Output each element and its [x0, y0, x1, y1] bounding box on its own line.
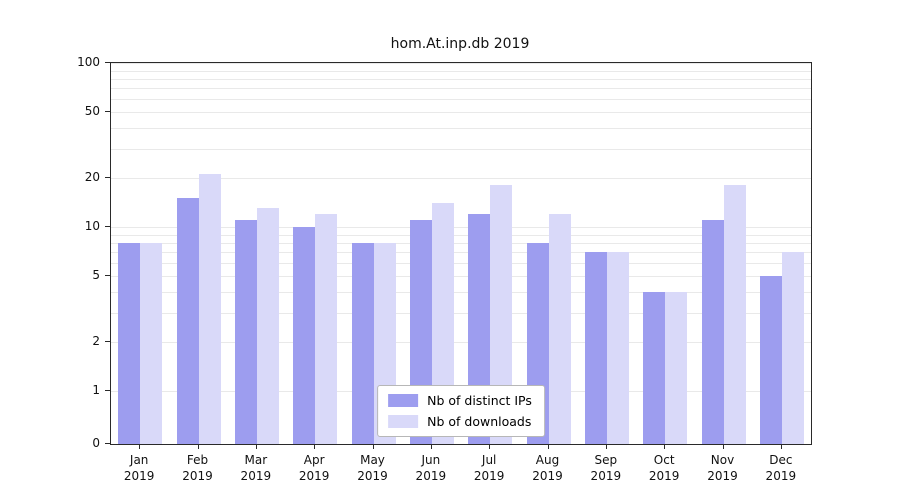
bar-distinct-ips — [118, 242, 141, 444]
y-tick-label: 5 — [92, 268, 100, 283]
gridline — [111, 276, 811, 278]
x-tick-mark — [255, 444, 257, 449]
bar-distinct-ips — [584, 252, 607, 444]
y-tick-mark — [105, 226, 110, 227]
bar-distinct-ips — [643, 292, 666, 444]
legend-swatch-downloads — [388, 415, 419, 428]
plot-area: Nb of distinct IPs Nb of downloads — [110, 62, 812, 445]
x-tick-label: Aug 2019 — [532, 453, 563, 483]
x-tick-label: May 2019 — [357, 453, 388, 483]
bar-downloads — [723, 185, 746, 444]
x-tick-label: Jun 2019 — [415, 453, 447, 483]
gridline — [111, 292, 811, 294]
gridline — [111, 78, 811, 80]
bar-downloads — [548, 214, 571, 444]
x-tick-label: Sep 2019 — [590, 453, 622, 483]
legend-label-downloads: Nb of downloads — [427, 414, 532, 429]
bar-downloads — [431, 203, 454, 444]
bar-downloads — [198, 174, 221, 444]
x-tick-mark — [197, 444, 199, 449]
gridline — [111, 88, 811, 90]
x-tick-mark — [664, 444, 666, 449]
gridline — [111, 63, 811, 64]
bar-distinct-ips — [759, 276, 782, 444]
gridline — [111, 252, 811, 254]
bar-downloads — [315, 214, 338, 444]
y-tick-mark — [105, 111, 110, 113]
legend-swatch-distinct-ips — [388, 394, 419, 407]
x-tick-label: Feb 2019 — [182, 453, 213, 483]
gridline — [111, 99, 811, 101]
bar-downloads — [606, 252, 629, 444]
legend: Nb of distinct IPs Nb of downloads — [377, 385, 545, 437]
x-tick-mark — [722, 444, 724, 449]
bar-downloads — [256, 208, 279, 444]
y-tick-mark — [105, 390, 110, 391]
y-tick-mark — [105, 443, 110, 444]
y-tick-mark — [105, 340, 110, 342]
x-tick-label: Nov 2019 — [707, 453, 738, 483]
y-tick-label: 10 — [84, 219, 100, 233]
bar-distinct-ips — [234, 220, 257, 444]
gridline — [111, 227, 811, 228]
gridline — [111, 112, 811, 114]
y-tick-label: 2 — [92, 333, 100, 348]
bar-distinct-ips — [176, 198, 199, 444]
bar-downloads — [665, 292, 688, 444]
legend-item-downloads: Nb of downloads — [388, 414, 532, 429]
gridline — [111, 148, 811, 150]
gridline — [111, 128, 811, 130]
bar-distinct-ips — [701, 220, 724, 444]
x-tick-label: Oct 2019 — [648, 453, 680, 483]
y-tick-label: 100 — [77, 55, 100, 69]
x-tick-mark — [430, 444, 432, 449]
bar-distinct-ips — [351, 242, 374, 444]
x-tick-mark — [139, 444, 141, 449]
gridline — [111, 177, 811, 179]
x-tick-mark — [605, 444, 607, 449]
gridline — [111, 341, 811, 343]
chart-title: hom.At.inp.db 2019 — [390, 36, 530, 52]
gridline — [111, 312, 811, 314]
x-tick-mark — [372, 444, 374, 449]
gridline — [111, 234, 811, 236]
y-tick-mark — [105, 176, 110, 178]
x-tick-mark — [547, 444, 549, 449]
x-tick-mark — [314, 444, 316, 449]
legend-label-distinct-ips: Nb of distinct IPs — [427, 393, 532, 408]
bar-distinct-ips — [293, 227, 316, 444]
legend-item-distinct-ips: Nb of distinct IPs — [388, 393, 532, 408]
y-tick-mark — [105, 275, 110, 277]
x-tick-label: Dec 2019 — [765, 453, 797, 483]
gridline — [111, 263, 811, 265]
y-tick-label: 0 — [92, 436, 100, 450]
x-tick-mark — [780, 444, 782, 449]
x-tick-label: Mar 2019 — [240, 453, 272, 483]
y-tick-label: 1 — [92, 383, 100, 397]
x-tick-label: Jul 2019 — [473, 453, 505, 483]
bar-downloads — [490, 185, 513, 444]
y-tick-label: 20 — [84, 169, 100, 184]
x-tick-label: Jan 2019 — [123, 453, 155, 483]
bar-downloads — [781, 252, 804, 444]
bar-downloads — [140, 242, 163, 444]
y-tick-mark — [105, 62, 110, 63]
y-tick-label: 50 — [84, 104, 100, 119]
gridline — [111, 70, 811, 72]
gridline — [111, 242, 811, 244]
x-tick-mark — [489, 444, 491, 449]
x-tick-label: Apr 2019 — [298, 453, 330, 483]
